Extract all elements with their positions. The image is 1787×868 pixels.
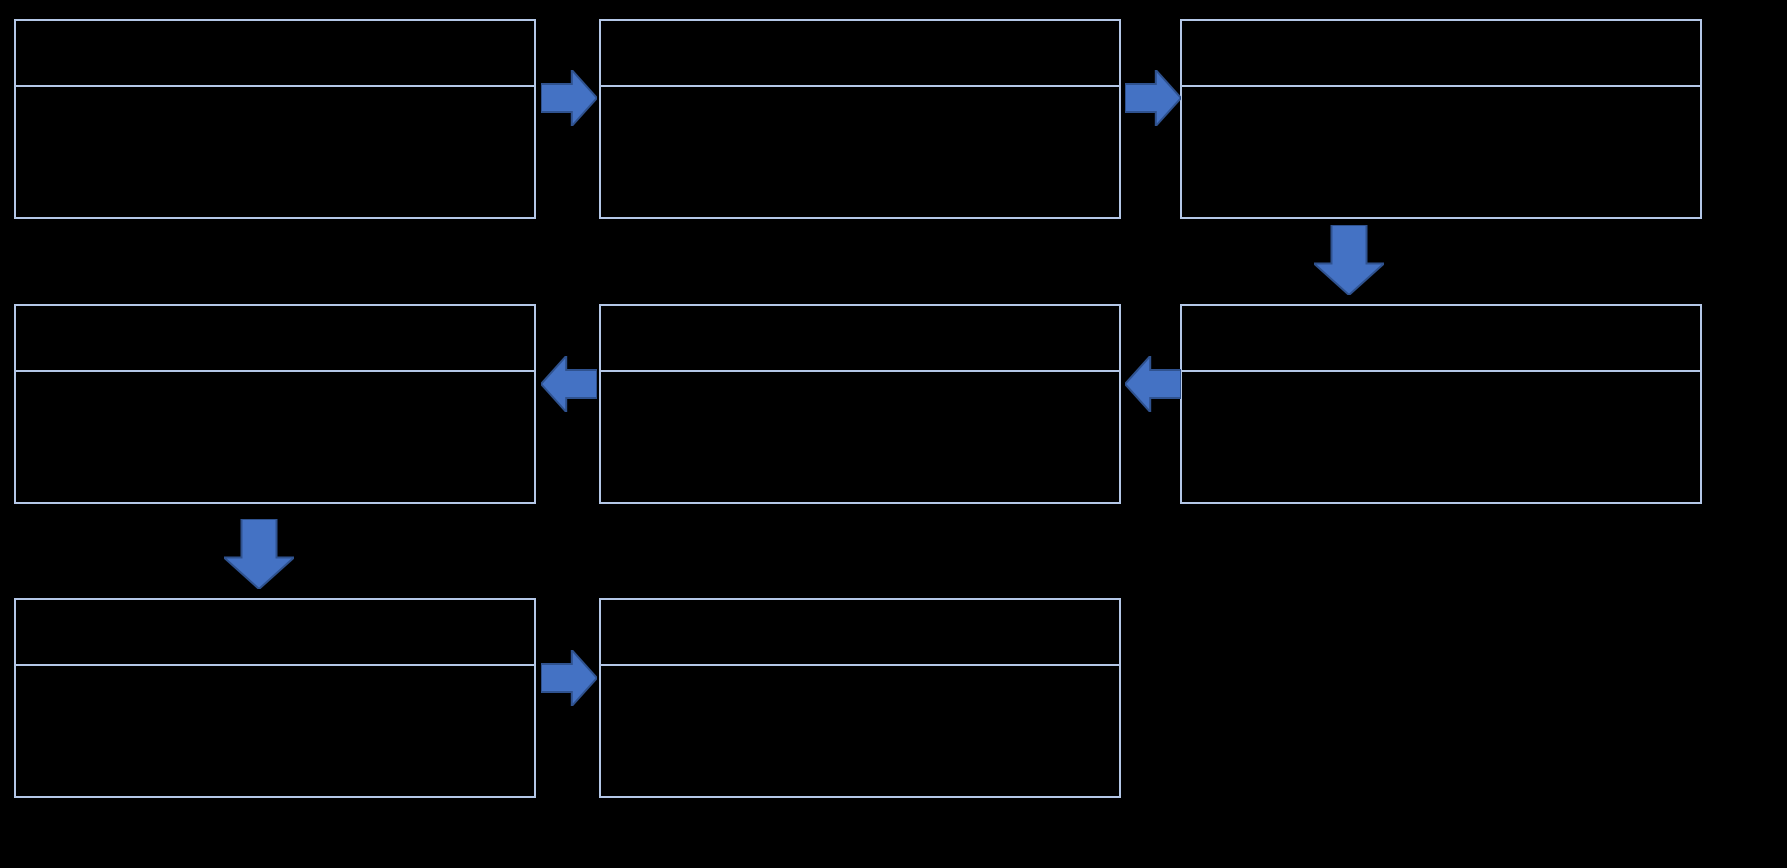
flow-node-body: [1182, 372, 1700, 504]
flow-node: [599, 19, 1121, 219]
flow-node-header: [601, 306, 1119, 372]
flow-arrow-right-icon: [1125, 70, 1181, 126]
flow-node: [599, 304, 1121, 504]
flow-node-header: [601, 21, 1119, 87]
flow-node: [1180, 19, 1702, 219]
flow-arrow-left-icon: [541, 356, 597, 412]
flow-arrow-down-icon: [1314, 225, 1384, 295]
flow-arrow-right-icon: [541, 650, 597, 706]
flow-node-body: [16, 666, 534, 798]
flow-node-body: [16, 87, 534, 219]
flow-node: [14, 304, 536, 504]
flow-arrow-down-icon: [224, 519, 294, 589]
flow-node-body: [1182, 87, 1700, 219]
flow-node-header: [16, 21, 534, 87]
flow-node-body: [601, 87, 1119, 219]
flow-node: [599, 598, 1121, 798]
flow-node: [1180, 304, 1702, 504]
flow-node-header: [601, 600, 1119, 666]
flowchart-stage: [0, 0, 1787, 868]
flow-node: [14, 598, 536, 798]
flow-arrow-right-icon: [541, 70, 597, 126]
flow-node-body: [601, 666, 1119, 798]
flow-arrow-left-icon: [1125, 356, 1181, 412]
flow-node-header: [1182, 21, 1700, 87]
flow-node-header: [16, 600, 534, 666]
flow-node: [14, 19, 536, 219]
flow-node-body: [16, 372, 534, 504]
flow-node-header: [1182, 306, 1700, 372]
flow-node-body: [601, 372, 1119, 504]
flow-node-header: [16, 306, 534, 372]
